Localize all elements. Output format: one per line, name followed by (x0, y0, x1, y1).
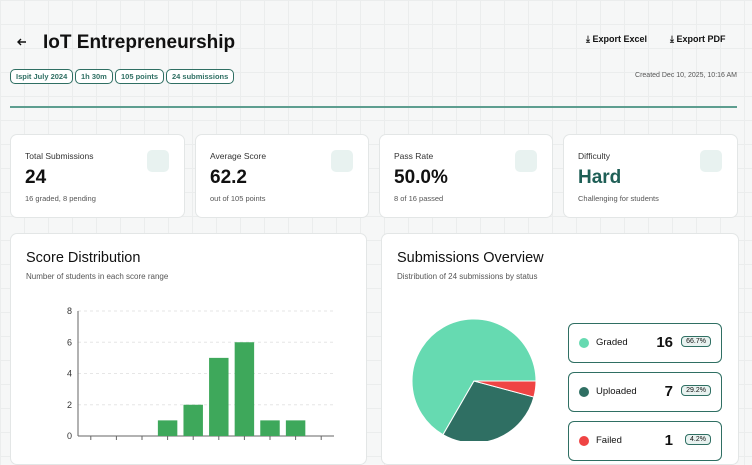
pie-slice (411, 318, 537, 436)
stat-label: Total Submissions (25, 151, 94, 161)
tag: 24 submissions (166, 69, 235, 84)
y-tick-label: 2 (67, 400, 72, 410)
icon (331, 150, 353, 172)
stat-card: Difficulty Hard Challenging for students (563, 134, 738, 218)
stat-note: 16 graded, 8 pending (25, 194, 96, 203)
stat-value: Hard (578, 167, 622, 188)
card-subtitle: Distribution of 24 submissions by status (397, 272, 538, 281)
legend-count: 16 (656, 334, 673, 351)
legend-card: Uploaded 7 29.2% (568, 372, 722, 412)
icon (700, 150, 722, 172)
card-title: Submissions Overview (397, 250, 544, 266)
bar (260, 420, 280, 436)
created-date: Created Dec 10, 2025, 10:16 AM (635, 72, 737, 79)
stat-label: Average Score (210, 151, 267, 161)
export-pdf-label: Export PDF (676, 34, 726, 44)
card-subtitle: Number of students in each score range (26, 272, 169, 281)
stat-card: Total Submissions 24 16 graded, 8 pending (10, 134, 185, 218)
legend-dot (579, 436, 589, 446)
stat-value: 50.0% (394, 167, 448, 188)
export-excel[interactable]: ⤓ Export Excel (586, 34, 648, 44)
legend-label: Failed (596, 435, 622, 446)
y-tick-label: 4 (67, 369, 72, 379)
pie-slice (442, 380, 535, 441)
icon (515, 150, 537, 172)
legend-dot (579, 387, 589, 397)
legend-card: Failed 1 4.2% (568, 421, 722, 461)
pie-chart (411, 318, 537, 441)
icon (147, 150, 169, 172)
y-tick-label: 0 (67, 431, 72, 441)
legend-count: 1 (664, 432, 673, 449)
overview-card: Submissions Overview Distribution of 24 … (381, 233, 739, 465)
tag: Ispit July 2024 (10, 69, 74, 84)
bar (234, 342, 255, 436)
stat-value: 24 (25, 167, 47, 188)
legend-count: 7 (664, 383, 673, 400)
bar-chart: 0 2 4 6 8 (67, 306, 334, 441)
y-tick-label: 8 (67, 306, 72, 316)
tag: 1h 30m (75, 69, 113, 84)
legend-label: Uploaded (596, 386, 637, 397)
stat-value: 62.2 (210, 167, 247, 188)
bar (157, 420, 178, 436)
legend-card: Graded 16 66.7% (568, 323, 722, 363)
stat-label: Pass Rate (394, 151, 434, 161)
pie-slice (473, 380, 537, 398)
export-excel-label: Export Excel (592, 34, 648, 44)
export-pdf[interactable]: ⤓ Export PDF (670, 34, 726, 44)
back-button[interactable] (16, 36, 28, 48)
tag: 105 points (115, 69, 165, 84)
stat-label: Difficulty (578, 151, 610, 161)
stat-note: out of 105 points (210, 194, 266, 203)
legend-percent: 66.7% (681, 336, 711, 347)
legend-percent: 29.2% (681, 385, 711, 396)
bar (209, 357, 229, 436)
stat-note: 8 of 16 passed (394, 194, 444, 203)
divider (10, 106, 737, 108)
score-card: Score Distribution Number of students in… (10, 233, 367, 465)
page-title: IoT Entrepreneurship (43, 32, 236, 53)
card-title: Score Distribution (26, 250, 141, 266)
stat-card: Average Score 62.2 out of 105 points (195, 134, 369, 218)
bar (183, 404, 203, 436)
legend-label: Graded (596, 337, 628, 348)
legend-dot (579, 338, 589, 348)
stat-note: Challenging for students (578, 194, 659, 203)
stat-card: Pass Rate 50.0% 8 of 16 passed (379, 134, 553, 218)
bar (285, 420, 306, 436)
y-tick-label: 6 (67, 337, 72, 347)
